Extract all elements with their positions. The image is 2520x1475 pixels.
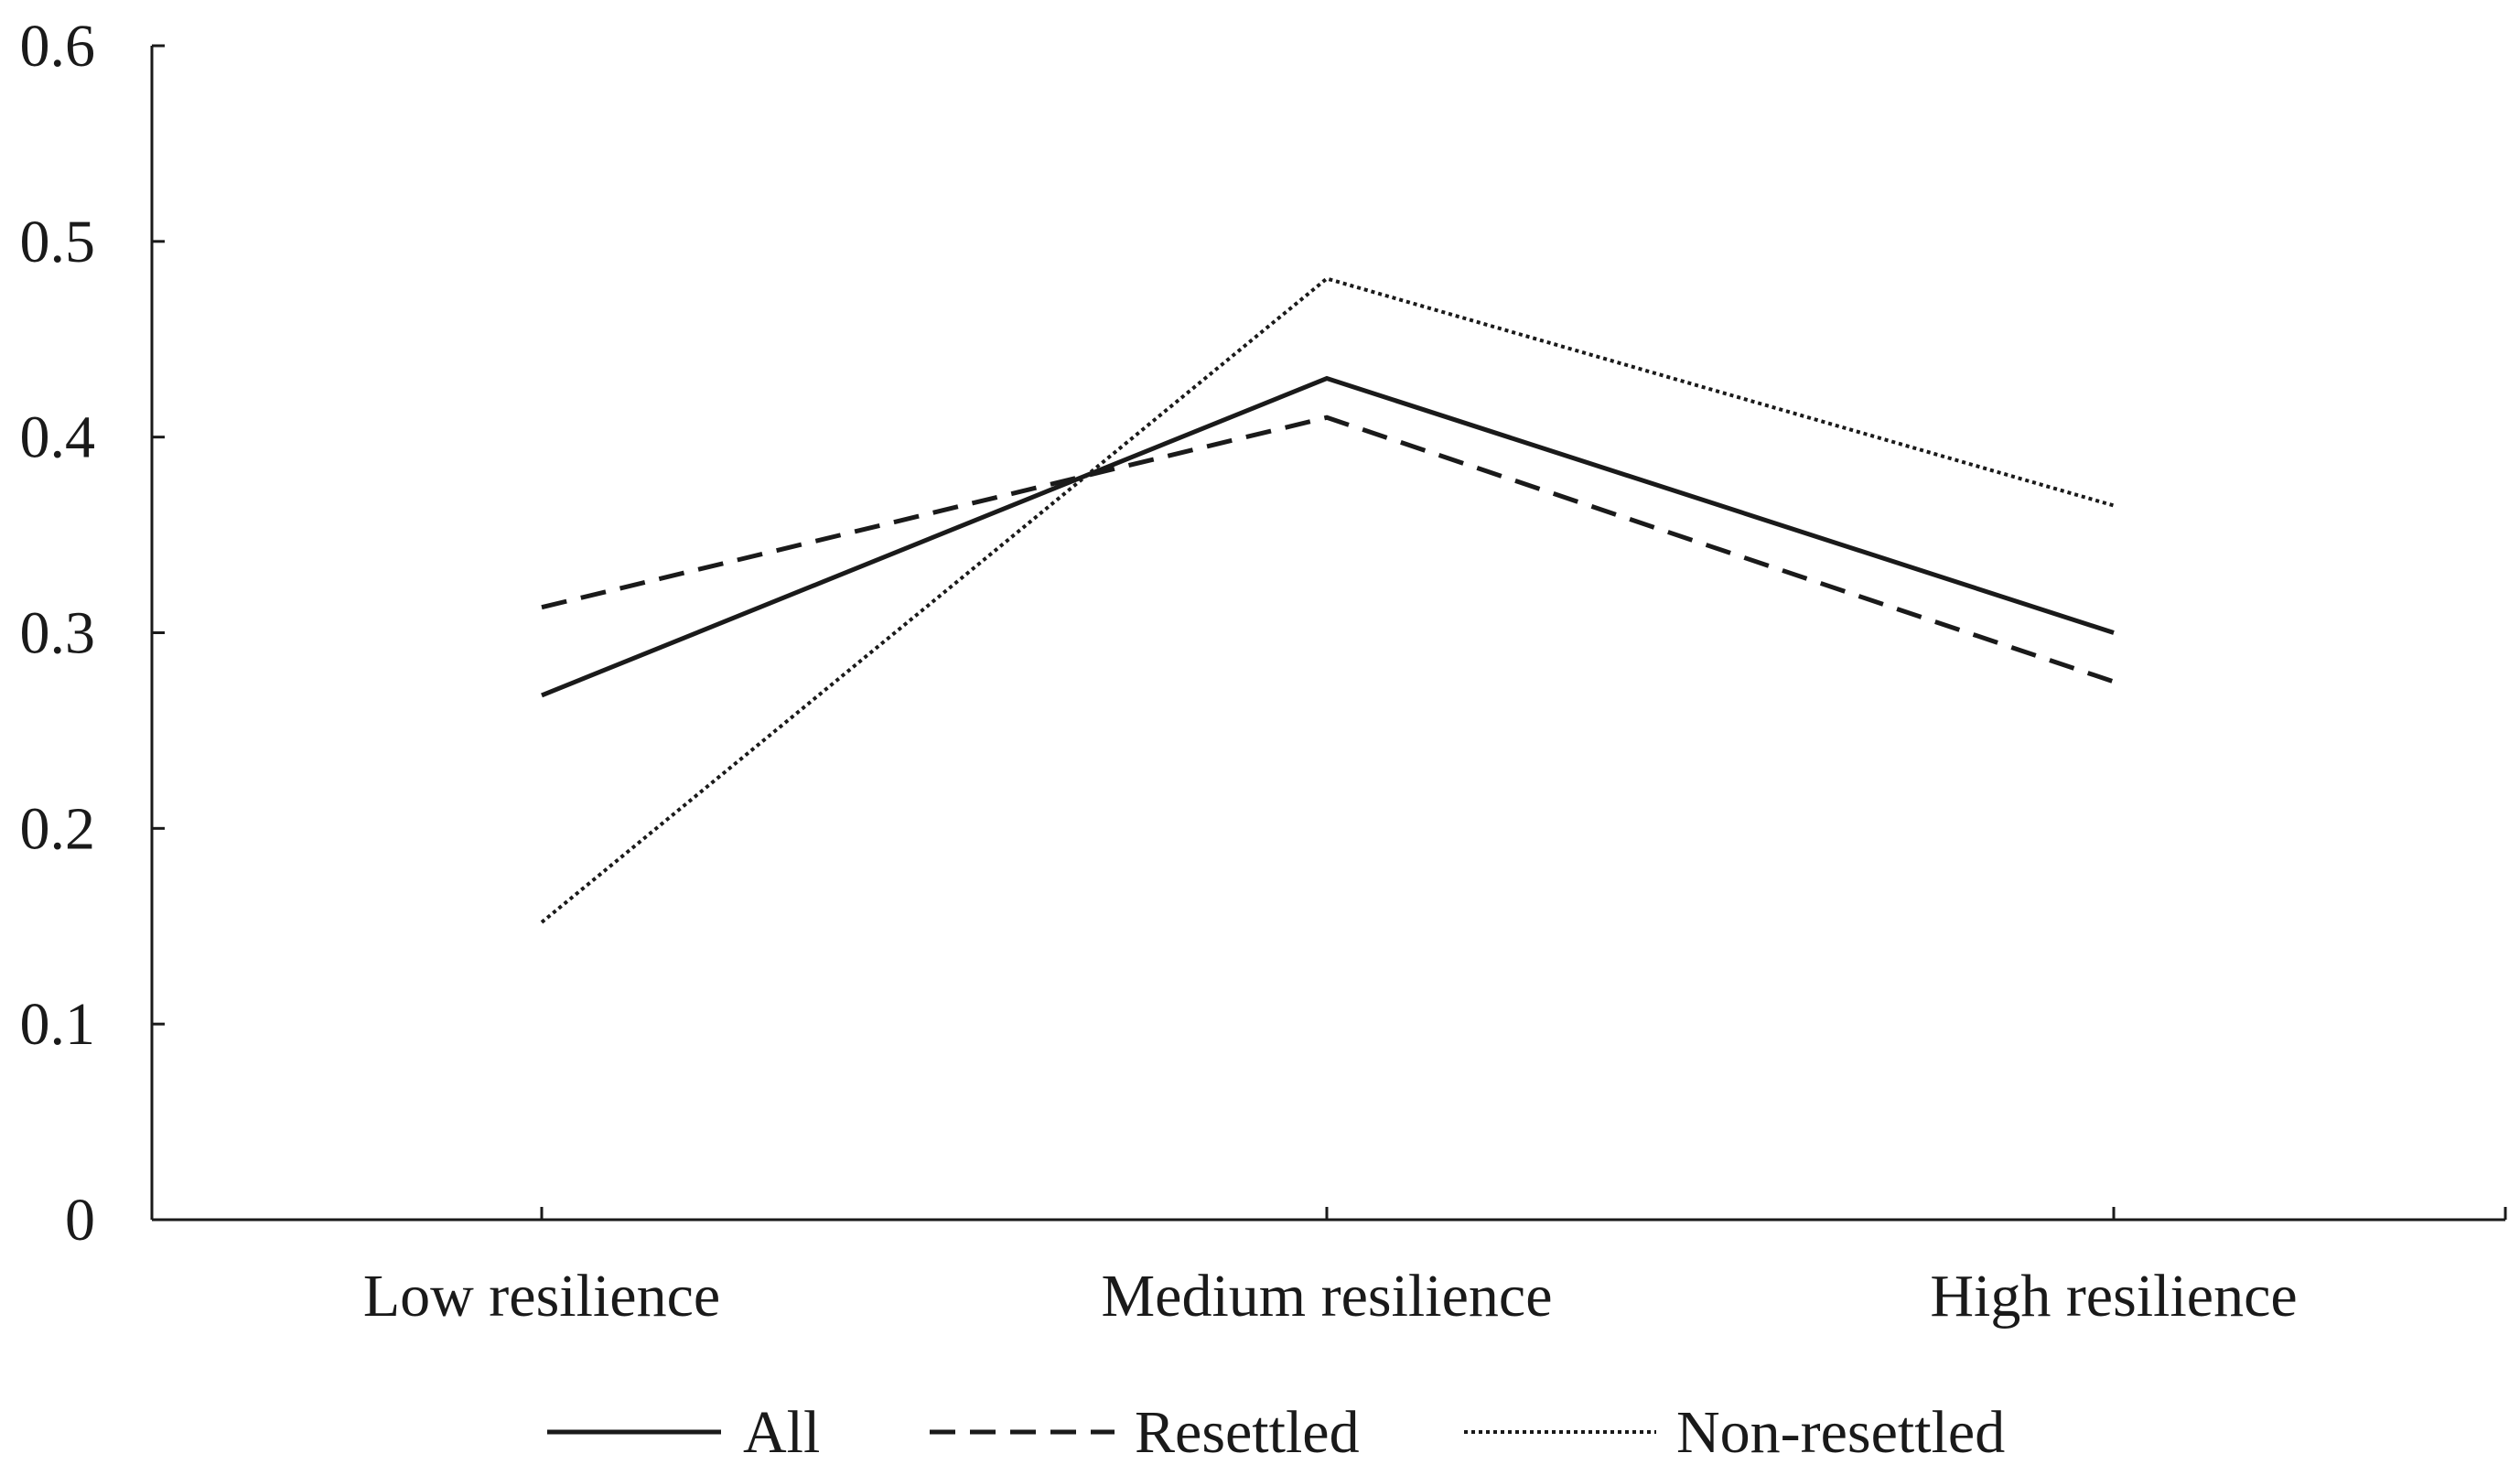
x-tick-label: High resilience xyxy=(1930,1263,2297,1330)
legend-label: Non-resettled xyxy=(1676,1399,2005,1466)
legend-label: Resettled xyxy=(1135,1399,1360,1466)
series-layer xyxy=(540,276,2115,924)
chart-axes: 0 0.1 0.2 0.3 0.4 0.5 0.6 Low resilience Medium … xyxy=(20,13,2507,1330)
legend: All Resettled Non-resettled xyxy=(547,1399,2005,1466)
y-tick-label: 0.1 xyxy=(20,991,96,1058)
series-line-all xyxy=(541,375,2115,698)
series-line-resettled xyxy=(541,415,2115,684)
series-line-non-resettled xyxy=(540,276,2115,924)
y-tick-label: 0.6 xyxy=(20,13,96,80)
x-tick-label: Low resilience xyxy=(363,1263,720,1330)
y-tick-label: 0.2 xyxy=(20,795,96,862)
y-tick-label: 0.4 xyxy=(20,404,96,471)
x-tick-label: Medium resilience xyxy=(1101,1263,1552,1330)
y-tick-label: 0.3 xyxy=(20,600,96,667)
y-tick-label: 0 xyxy=(65,1187,95,1254)
y-tick-label: 0.5 xyxy=(20,209,96,275)
legend-label: All xyxy=(743,1399,820,1466)
